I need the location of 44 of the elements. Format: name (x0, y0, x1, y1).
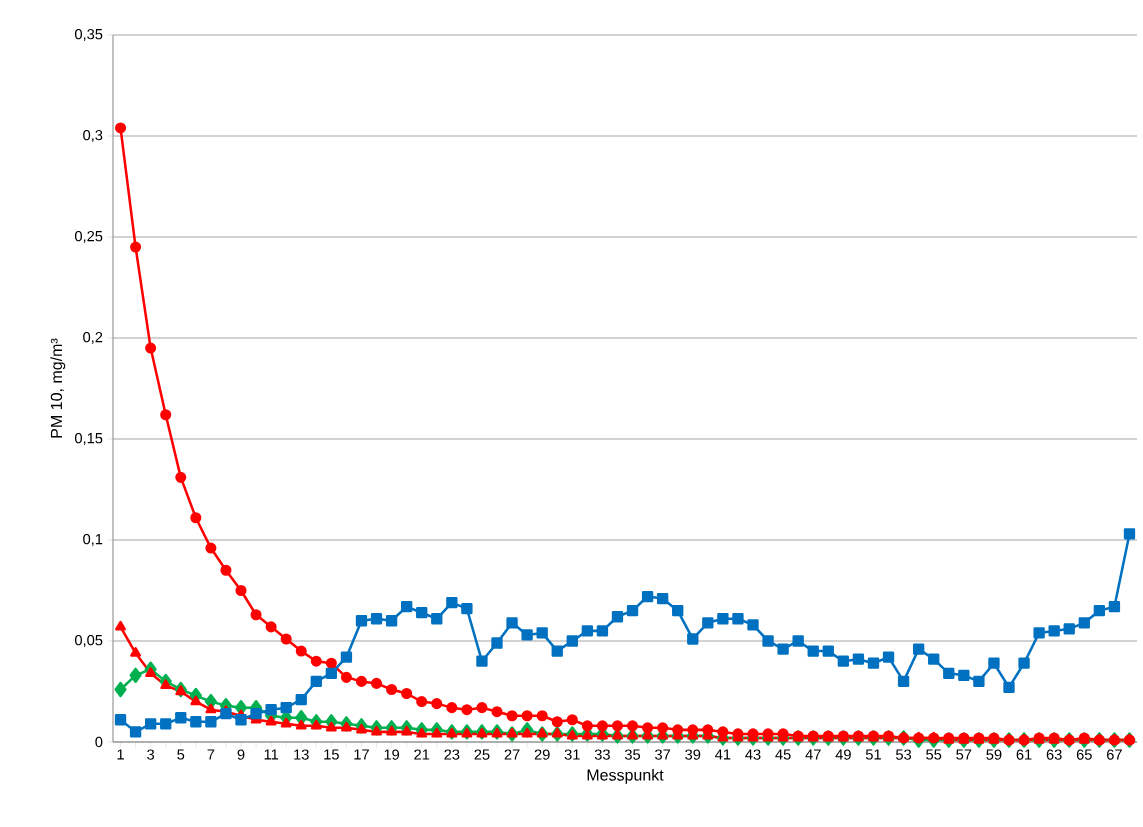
x-tick-label: 67 (1107, 749, 1122, 760)
x-tick-label: 1 (117, 749, 124, 760)
x-tick-label: 35 (624, 749, 641, 760)
x-tick-label: 49 (835, 749, 851, 760)
y-tick-label: 0,1 (83, 533, 103, 547)
x-tick-label: 37 (655, 749, 671, 760)
x-tick-label: 13 (294, 749, 309, 760)
x-tick-label: 41 (715, 749, 731, 760)
x-tick-label: 61 (1016, 749, 1032, 760)
x-tick-label: 45 (775, 749, 791, 760)
x-tick-label: 53 (896, 749, 912, 760)
y-tick-label: 0 (95, 736, 103, 748)
x-tick-label: 33 (594, 749, 610, 760)
x-tick-label: 59 (986, 749, 1002, 760)
x-tick-label: 39 (685, 749, 701, 760)
x-axis-title: Messpunkt (587, 768, 664, 784)
x-tick-label: 55 (926, 749, 942, 760)
x-tick-label: 7 (207, 749, 215, 760)
x-tick-label: 11 (264, 749, 279, 760)
y-tick-label: 0,35 (74, 28, 103, 42)
x-tick-label: 27 (504, 749, 520, 760)
x-tick-label: 57 (956, 749, 972, 760)
x-tick-label: 63 (1046, 749, 1062, 760)
x-tick-label: 9 (237, 749, 245, 760)
x-tick-label: 25 (474, 749, 490, 760)
x-tick-label: 23 (444, 749, 460, 760)
x-tick-label: 43 (745, 749, 761, 760)
y-tick-label: 0,3 (83, 129, 103, 143)
y-tick-label: 0,15 (74, 432, 103, 446)
x-tick-label: 17 (354, 749, 369, 760)
x-tick-label: 5 (177, 749, 185, 760)
x-tick-label: 51 (865, 749, 881, 760)
y-tick-label: 0,2 (83, 331, 103, 345)
x-tick-label: 65 (1076, 749, 1092, 760)
x-tick-label: 31 (564, 749, 580, 760)
x-tick-label: 21 (414, 749, 430, 760)
x-tick-label: 19 (384, 749, 400, 760)
x-tick-label: 47 (805, 749, 821, 760)
x-tick-label: 29 (534, 749, 550, 760)
x-tick-label: 3 (147, 749, 155, 760)
x-tick-label: 15 (324, 749, 339, 760)
y-axis-title: PM 10, mg/m³ (50, 338, 66, 438)
y-tick-label: 0,05 (74, 634, 103, 648)
y-tick-label: 0,25 (74, 230, 103, 244)
